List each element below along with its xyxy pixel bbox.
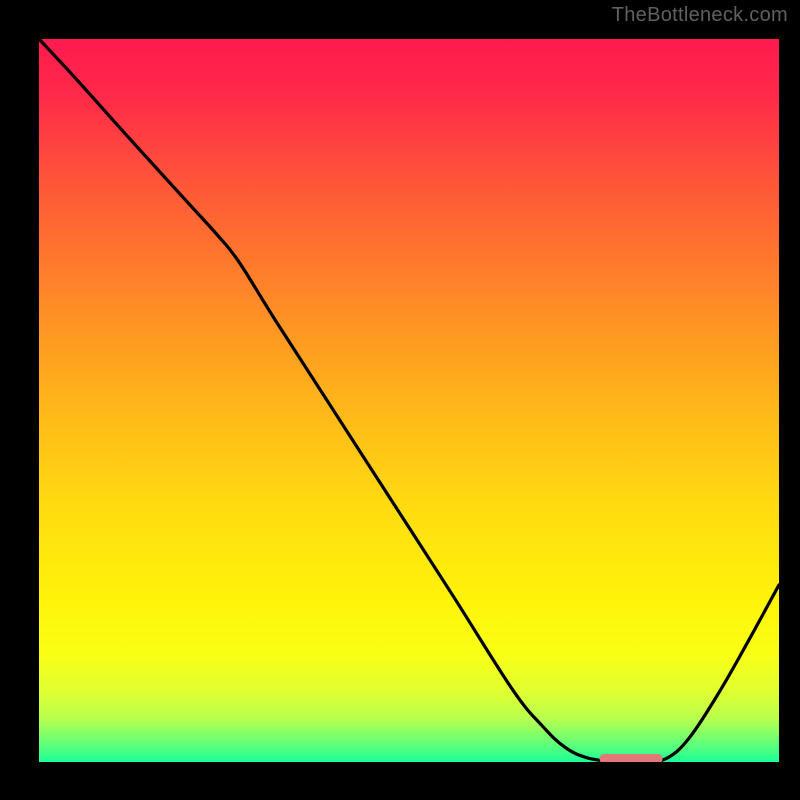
watermark-text: TheBottleneck.com <box>612 4 788 27</box>
optimal-marker <box>600 754 663 762</box>
plot-area <box>39 39 779 762</box>
bottleneck-curve <box>39 39 779 762</box>
curve-path <box>39 39 779 762</box>
